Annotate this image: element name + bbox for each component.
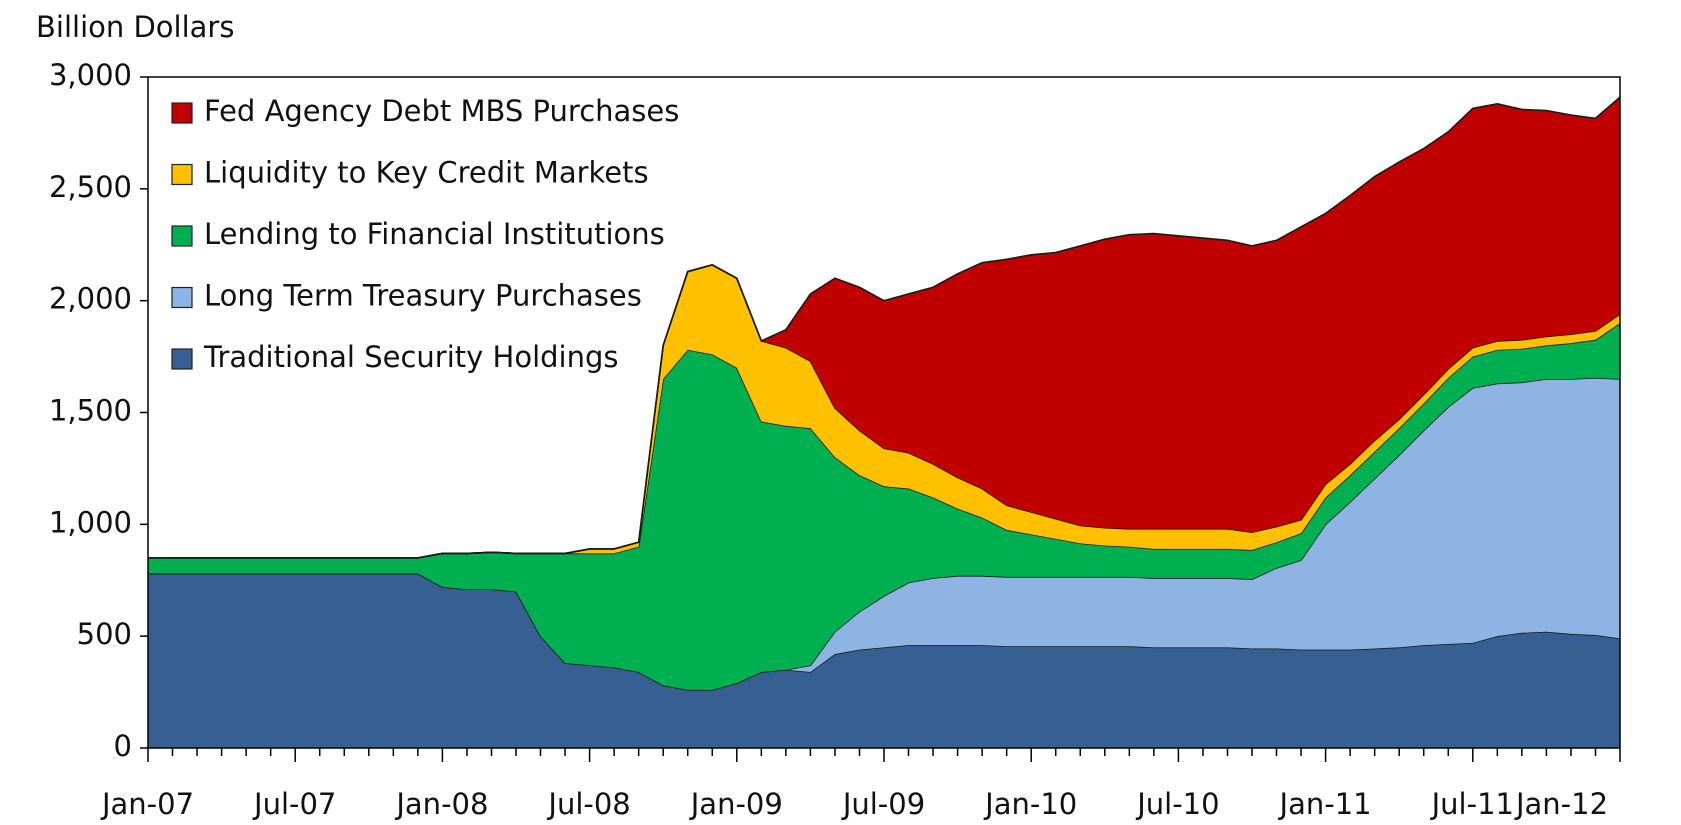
area <box>148 97 1620 558</box>
y-tick-label: 1,500 <box>49 394 132 428</box>
y-tick-label: 2,000 <box>49 282 132 316</box>
legend-label: Liquidity to Key Credit Markets <box>204 156 649 190</box>
y-axis-label: Billion Dollars <box>36 10 234 44</box>
x-tick-label: Jul-07 <box>252 787 336 821</box>
x-tick-label: Jan-11 <box>1278 787 1372 821</box>
y-tick-label: 2,500 <box>49 170 132 204</box>
area <box>148 323 1620 690</box>
area <box>148 377 1620 690</box>
legend-label: Traditional Security Holdings <box>203 340 618 374</box>
area <box>148 573 1620 748</box>
x-tick-label: Jan-08 <box>394 787 488 821</box>
x-tick-label: Jul-08 <box>546 787 630 821</box>
x-tick-label: Jul-11 <box>1430 787 1514 821</box>
legend-swatch <box>171 286 193 309</box>
x-tick-label: Jul-10 <box>1135 787 1219 821</box>
y-tick-label: 1,000 <box>49 505 132 539</box>
x-tick-label: Jan-10 <box>983 787 1077 821</box>
legend-label: Fed Agency Debt MBS Purchases <box>204 94 679 128</box>
x-tick-label: Jul-09 <box>841 787 925 821</box>
legend-swatch <box>171 348 193 370</box>
legend-label: Lending to Financial Institutions <box>204 217 665 251</box>
y-tick-label: 500 <box>77 617 132 651</box>
area-edge <box>148 96 1621 559</box>
x-tick-label: Jan-07 <box>100 787 194 821</box>
x-tick-label: Jan-12 <box>1514 787 1608 821</box>
legend-swatch <box>171 163 193 186</box>
x-tick-label: Jan-09 <box>689 787 783 821</box>
legend-swatch <box>171 102 193 124</box>
y-tick-label: 3,000 <box>49 58 132 92</box>
y-tick-label: 0 <box>114 729 132 763</box>
legend-label: Long Term Treasury Purchases <box>204 279 642 313</box>
legend-swatch <box>171 225 193 247</box>
